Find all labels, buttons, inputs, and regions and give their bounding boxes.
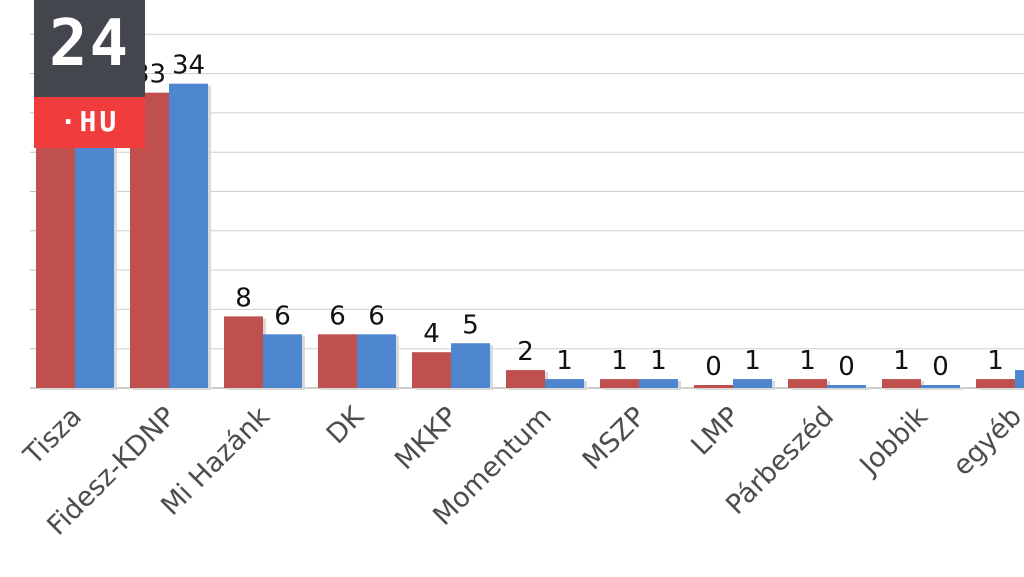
data-label: 8 <box>235 283 252 313</box>
data-label: 6 <box>274 301 291 331</box>
bar <box>733 379 772 388</box>
data-label: 0 <box>838 352 855 382</box>
bar <box>318 334 357 388</box>
data-label: 34 <box>172 51 205 81</box>
logo-number: 24 <box>48 7 131 81</box>
data-label: 4 <box>423 319 440 349</box>
bar <box>545 379 584 388</box>
bar <box>451 343 490 388</box>
x-tick-label: DK <box>321 400 371 450</box>
bar <box>639 379 678 388</box>
bar <box>694 385 733 388</box>
data-label: 0 <box>932 352 949 382</box>
bar <box>263 334 302 388</box>
site-logo: 24 ·HU <box>34 0 145 148</box>
data-label: 6 <box>329 301 346 331</box>
data-label: 1 <box>799 346 816 376</box>
data-label: 5 <box>462 310 479 340</box>
x-tick-label: egyéb <box>947 401 1024 482</box>
data-label: 1 <box>556 346 573 376</box>
x-tick-label: LMP <box>685 401 746 462</box>
x-tick-label: Tisza <box>17 401 88 472</box>
bar <box>600 379 639 388</box>
bar <box>788 379 827 388</box>
x-tick-label: Jobbik <box>853 401 935 483</box>
logo-tld: ·HU <box>59 105 120 138</box>
x-tick-label: MSZP <box>577 401 652 476</box>
data-label: 1 <box>650 346 667 376</box>
x-tick-label: MKKP <box>389 401 464 476</box>
bar <box>357 334 396 388</box>
logo-number-panel: 24 <box>34 0 145 97</box>
bar <box>1015 370 1024 388</box>
data-label: 1 <box>893 346 910 376</box>
data-label: 1 <box>611 346 628 376</box>
bar <box>827 385 866 388</box>
data-label: 6 <box>368 301 385 331</box>
bar-shadow <box>830 387 869 390</box>
bar <box>976 379 1015 388</box>
bar <box>921 385 960 388</box>
bar <box>169 83 208 388</box>
logo-tld-panel: ·HU <box>34 97 145 148</box>
bar <box>506 370 545 388</box>
bar-shadow <box>697 387 736 390</box>
data-label: 1 <box>987 346 1004 376</box>
bar <box>412 352 451 388</box>
bar <box>882 379 921 388</box>
bar <box>224 316 263 388</box>
data-label: 0 <box>705 352 722 382</box>
data-label: 1 <box>744 346 761 376</box>
bar-shadow <box>924 387 963 390</box>
data-label: 2 <box>517 337 534 367</box>
